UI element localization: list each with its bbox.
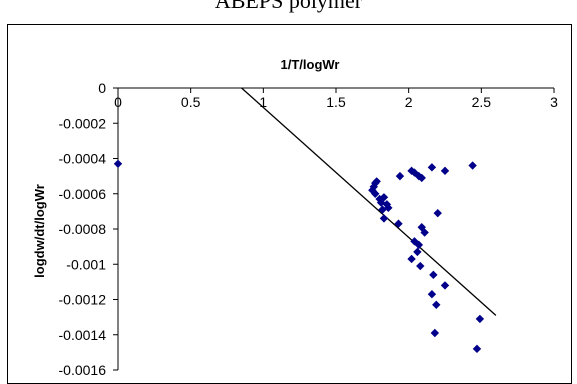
page-title: ABEPS polymer <box>214 0 363 13</box>
x-tick-label: 2 <box>405 94 413 110</box>
y-tick-label: -0.0016 <box>59 362 107 378</box>
data-point <box>472 344 482 354</box>
data-point <box>371 189 380 198</box>
y-tick-label: -0.0006 <box>59 186 107 202</box>
y-tick-label: -0.0004 <box>59 151 107 167</box>
y-tick-label: -0.0008 <box>59 221 107 237</box>
data-point <box>440 281 450 290</box>
data-point <box>414 240 424 250</box>
data-point <box>413 247 422 257</box>
data-point <box>384 203 393 213</box>
data-point <box>433 208 442 218</box>
data-point <box>407 254 416 264</box>
tick-labels: 0 0.5 1 1.5 2 2.5 3 0 -0.0002 -0.0004 -0.0006 -0.00… <box>59 80 559 378</box>
trendline <box>241 87 497 316</box>
data-point <box>372 177 381 186</box>
data-point <box>475 314 485 324</box>
x-tick-label: 1 <box>259 94 267 110</box>
y-tick-label: 0 <box>98 80 106 96</box>
data-point <box>379 193 389 202</box>
x-tick-label: 1.5 <box>326 94 346 110</box>
data-point <box>468 161 477 170</box>
data-point <box>394 219 403 228</box>
data-point <box>427 290 437 299</box>
data-point <box>430 328 440 338</box>
y-tick-label: -0.001 <box>66 256 106 272</box>
y-tick-label: -0.0012 <box>59 292 107 308</box>
data-point <box>379 214 389 223</box>
y-tick-label: -0.0002 <box>59 115 107 131</box>
x-tick-label: 0.5 <box>181 94 201 110</box>
data-point <box>427 163 437 172</box>
data-point <box>395 171 405 181</box>
axes <box>113 87 555 371</box>
data-point <box>440 166 450 176</box>
data-point <box>416 261 425 271</box>
data-point <box>432 300 441 309</box>
data-point <box>414 171 424 181</box>
chart-title: 1/T/logWr <box>281 57 340 72</box>
x-tick-label: 2.5 <box>472 94 492 110</box>
x-tick-label: 3 <box>550 94 558 110</box>
x-tick-label: 0 <box>114 94 122 110</box>
y-tick-label: -0.0014 <box>59 327 107 343</box>
data-point <box>429 270 438 280</box>
trendline-group <box>241 87 497 316</box>
y-axis-label: logdw/dt/logWr <box>32 184 47 278</box>
data-point <box>420 228 429 237</box>
data-point <box>113 159 123 168</box>
data-point <box>417 173 426 183</box>
data-points <box>113 159 485 354</box>
